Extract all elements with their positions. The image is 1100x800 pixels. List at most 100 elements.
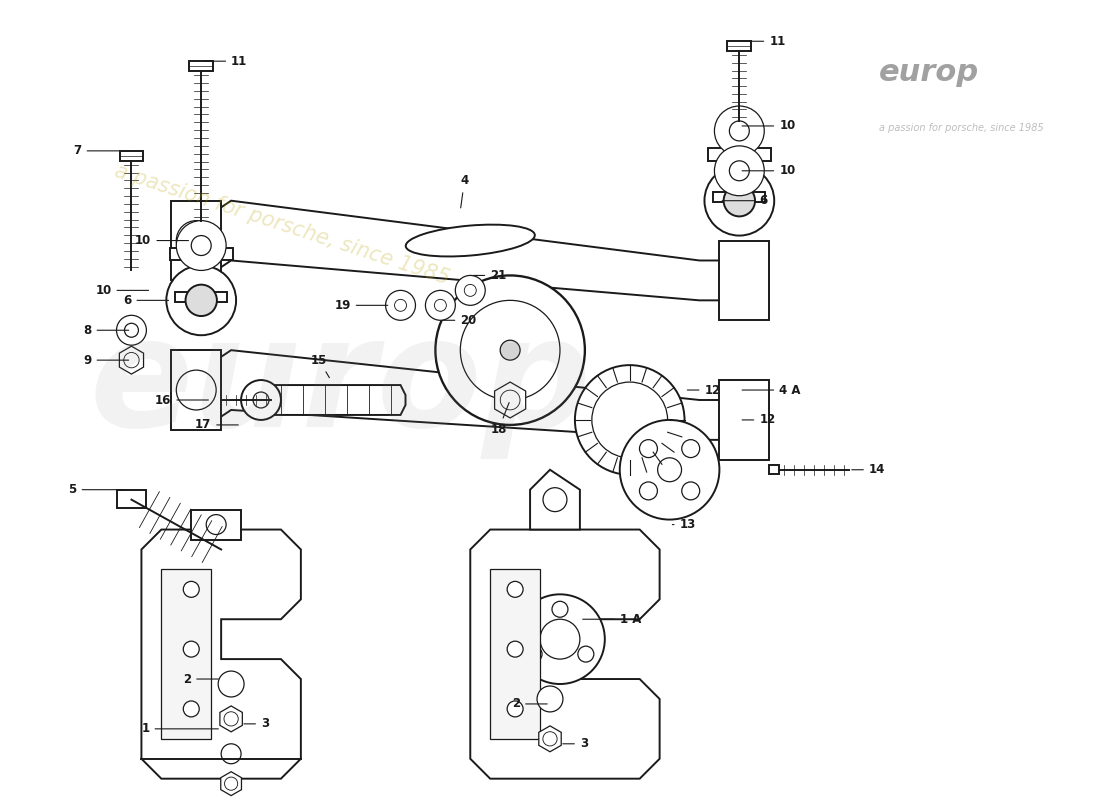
Circle shape [592, 382, 668, 458]
Text: 20: 20 [443, 314, 476, 326]
Circle shape [176, 221, 217, 261]
Text: 5: 5 [68, 483, 123, 496]
FancyBboxPatch shape [162, 570, 211, 739]
Text: 3: 3 [244, 718, 270, 730]
Text: 11: 11 [204, 54, 248, 68]
Polygon shape [495, 382, 526, 418]
Text: 10: 10 [135, 234, 188, 247]
Text: europ: europ [89, 310, 592, 458]
Circle shape [543, 488, 566, 512]
Circle shape [124, 353, 139, 368]
Polygon shape [201, 201, 739, 300]
Circle shape [224, 777, 238, 790]
Circle shape [543, 732, 557, 746]
Circle shape [526, 646, 542, 662]
Polygon shape [201, 350, 739, 440]
Circle shape [500, 390, 520, 410]
Circle shape [176, 221, 227, 270]
Circle shape [714, 106, 764, 156]
FancyBboxPatch shape [191, 510, 241, 539]
FancyBboxPatch shape [769, 466, 779, 474]
Text: 13: 13 [672, 518, 696, 531]
Circle shape [434, 299, 447, 311]
FancyBboxPatch shape [117, 490, 146, 508]
Circle shape [191, 235, 211, 255]
FancyBboxPatch shape [175, 292, 228, 302]
FancyBboxPatch shape [189, 61, 213, 71]
Polygon shape [120, 346, 143, 374]
Text: 12: 12 [688, 383, 720, 397]
FancyBboxPatch shape [719, 380, 769, 460]
Text: 17: 17 [195, 418, 239, 431]
Text: 19: 19 [334, 299, 388, 312]
Circle shape [639, 482, 658, 500]
Text: 1 A: 1 A [583, 613, 641, 626]
Circle shape [464, 285, 476, 296]
Polygon shape [471, 530, 660, 778]
Text: 1: 1 [142, 722, 219, 735]
Text: 4 A: 4 A [742, 383, 801, 397]
FancyBboxPatch shape [169, 248, 232, 260]
Text: 10: 10 [96, 284, 148, 297]
Polygon shape [221, 772, 242, 796]
FancyBboxPatch shape [708, 148, 771, 161]
Circle shape [241, 380, 280, 420]
Circle shape [658, 458, 682, 482]
Circle shape [507, 701, 524, 717]
Circle shape [166, 266, 236, 335]
Circle shape [221, 744, 241, 764]
Text: a passion for porsche, since 1985: a passion for porsche, since 1985 [879, 123, 1044, 133]
Text: 4: 4 [460, 174, 469, 208]
Circle shape [515, 594, 605, 684]
Ellipse shape [406, 225, 535, 257]
Circle shape [386, 290, 416, 320]
Circle shape [639, 440, 658, 458]
Circle shape [184, 641, 199, 657]
Text: 6: 6 [723, 194, 768, 207]
Polygon shape [220, 706, 242, 732]
Circle shape [575, 365, 684, 474]
Circle shape [682, 482, 700, 500]
Circle shape [500, 340, 520, 360]
Circle shape [714, 146, 764, 196]
Circle shape [224, 712, 239, 726]
Circle shape [507, 641, 524, 657]
Text: 18: 18 [491, 402, 509, 436]
Circle shape [426, 290, 455, 320]
Circle shape [724, 185, 755, 216]
Text: 11: 11 [742, 34, 785, 48]
FancyBboxPatch shape [172, 201, 221, 281]
Text: 8: 8 [84, 324, 129, 337]
Text: 2: 2 [512, 698, 547, 710]
Circle shape [552, 602, 568, 618]
Circle shape [729, 161, 749, 181]
Text: 10: 10 [742, 164, 795, 178]
Text: 21: 21 [473, 269, 506, 282]
FancyBboxPatch shape [172, 350, 221, 430]
Circle shape [619, 420, 719, 519]
Circle shape [206, 514, 227, 534]
Circle shape [117, 315, 146, 345]
Circle shape [578, 646, 594, 662]
Circle shape [455, 275, 485, 306]
Polygon shape [539, 726, 561, 752]
Circle shape [540, 619, 580, 659]
Polygon shape [530, 470, 580, 530]
Text: 6: 6 [123, 294, 168, 307]
Text: 3: 3 [563, 738, 589, 750]
Circle shape [460, 300, 560, 400]
Circle shape [186, 285, 217, 316]
Circle shape [507, 582, 524, 598]
Circle shape [176, 370, 217, 410]
Text: a passion for porsche, since 1985: a passion for porsche, since 1985 [111, 161, 452, 288]
Circle shape [537, 686, 563, 712]
Text: 10: 10 [742, 119, 795, 133]
Circle shape [184, 701, 199, 717]
Circle shape [124, 323, 139, 338]
Text: 15: 15 [311, 354, 329, 378]
Circle shape [682, 440, 700, 458]
FancyBboxPatch shape [719, 241, 769, 320]
Text: 9: 9 [84, 354, 129, 366]
Text: 16: 16 [155, 394, 208, 406]
FancyBboxPatch shape [120, 151, 143, 161]
